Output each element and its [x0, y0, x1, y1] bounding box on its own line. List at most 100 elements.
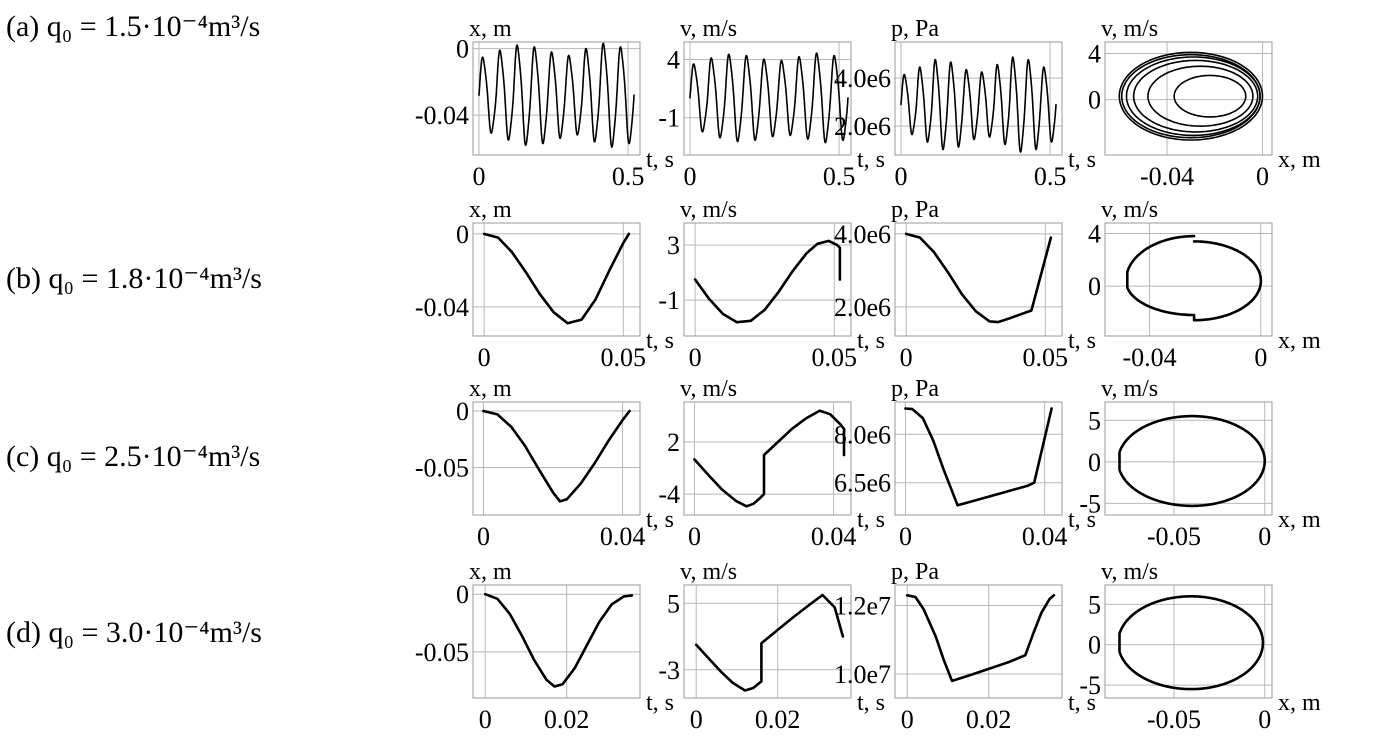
y-tick-label: 5: [1088, 590, 1101, 619]
plot-frame: [472, 41, 641, 156]
panel-r3-c0: 0 -0.05 0 0.02 x, m t, s: [415, 559, 674, 734]
y-tick-label: 0: [1088, 631, 1101, 660]
y-axis-label: x, m: [469, 197, 512, 223]
x-tick-label: 0: [1258, 705, 1271, 734]
x-tick-label: -0.05: [1147, 522, 1201, 551]
x-axis-label: t, s: [646, 690, 674, 716]
x-tick-label: 0.05: [812, 343, 858, 372]
x-tick-label: 0.05: [1023, 343, 1069, 372]
series-line: [693, 239, 842, 324]
panel-r3-c1: 5 -3 0 0.02 v, m/s t, s: [658, 559, 885, 734]
series-line: [689, 52, 849, 144]
y-tick-label: 0: [456, 580, 469, 609]
grid: [1105, 42, 1272, 155]
plot-frame: [1104, 222, 1273, 337]
x-tick-label: 0.05: [601, 343, 647, 372]
y-tick-label: 2.0e6: [834, 112, 891, 141]
plot-frame: [683, 584, 852, 699]
series-line: [1173, 74, 1247, 118]
x-tick-label: 0.02: [544, 705, 590, 734]
series-line: [1118, 595, 1265, 691]
x-axis-label: t, s: [1068, 147, 1096, 173]
series-line: [483, 592, 634, 688]
x-tick-label: -0.04: [1140, 162, 1194, 191]
grid: [1105, 402, 1272, 515]
panel-r1-c2: 4.0e6 2.0e6 0 0.05 p, Pa t, s: [834, 197, 1096, 372]
panel-r2-c2: 8.0e6 6.5e6 0 0.04 p, Pa t, s: [834, 376, 1096, 551]
y-tick-label: 0: [1088, 86, 1101, 115]
x-axis-label: t, s: [857, 507, 885, 533]
y-tick-label: -1: [658, 286, 680, 315]
y-axis-label: v, m/s: [680, 376, 737, 402]
panel-r2-c1: 2 -4 0 0.04 v, m/s t, s: [658, 376, 885, 551]
x-tick-label: 0.02: [966, 705, 1012, 734]
x-axis-label: t, s: [1068, 507, 1096, 533]
x-tick-label: 0: [688, 522, 701, 551]
y-tick-label: 0: [456, 397, 469, 426]
row-label-c: (c) q₀ = 2.5·10⁻⁴m³/s: [6, 440, 260, 473]
series-line: [1132, 59, 1259, 133]
y-tick-label: 4.0e6: [834, 64, 891, 93]
x-tick-label: 0: [478, 343, 491, 372]
row-label-b: (b) q₀ = 1.8·10⁻⁴m³/s: [6, 262, 262, 295]
grid: [895, 402, 1062, 515]
x-axis-label: x, m: [1278, 690, 1321, 716]
y-axis-label: v, m/s: [1101, 376, 1158, 402]
y-axis-label: v, m/s: [1101, 559, 1158, 585]
series-line: [1147, 65, 1254, 127]
y-tick-label: 4: [1088, 220, 1101, 249]
x-tick-label: 0.04: [1022, 522, 1068, 551]
plot-frame: [683, 401, 852, 516]
grid: [895, 585, 1062, 698]
grid: [473, 223, 640, 336]
x-tick-label: 0.02: [755, 705, 801, 734]
y-tick-label: -5: [1079, 671, 1101, 700]
x-tick-label: 0: [690, 705, 703, 734]
series-line: [478, 42, 635, 148]
row-label-a: (a) q₀ = 1.5·10⁻⁴m³/s: [6, 10, 260, 43]
plot-frame: [1104, 584, 1273, 699]
y-axis-label: x, m: [469, 559, 512, 585]
y-tick-label: 2.0e6: [834, 293, 891, 322]
series-line: [1118, 414, 1266, 508]
y-tick-label: 8.0e6: [834, 420, 891, 449]
plot-frame: [683, 222, 852, 337]
x-axis-label: t, s: [646, 507, 674, 533]
plot-frame: [894, 401, 1063, 516]
x-tick-label: 0.04: [600, 522, 646, 551]
plot-frame: [683, 41, 852, 156]
panel-r1-c0: 0 -0.04 0 0.05 x, m t, s: [415, 197, 674, 372]
grid: [1105, 223, 1272, 336]
x-tick-label: 0: [472, 162, 485, 191]
x-tick-label: 0.5: [1034, 162, 1067, 191]
series-line: [1126, 234, 1263, 322]
series-line: [482, 409, 631, 503]
x-axis-label: t, s: [857, 328, 885, 354]
series-line: [1125, 56, 1261, 137]
y-axis-label: v, m/s: [1101, 16, 1158, 42]
y-axis-label: x, m: [469, 376, 512, 402]
x-axis-label: x, m: [1278, 507, 1321, 533]
grid: [1105, 585, 1272, 698]
x-tick-label: 0: [894, 162, 907, 191]
series-line: [694, 593, 845, 692]
row-label-d: (d) q₀ = 3.0·10⁻⁴m³/s: [6, 616, 262, 649]
x-tick-label: 0: [901, 705, 914, 734]
x-axis-label: x, m: [1278, 328, 1321, 354]
y-axis-label: p, Pa: [891, 197, 939, 223]
grid: [684, 585, 851, 698]
y-axis-label: v, m/s: [1101, 197, 1158, 223]
panel-r0-c0: 0 -0.04 0 0.5 x, m t, s: [415, 16, 674, 191]
series-line: [693, 409, 846, 508]
y-tick-label: 3: [667, 231, 680, 260]
panel-r0-c1: 4 -10 0.5 v, m/s t, s: [658, 16, 885, 191]
y-axis-label: v, m/s: [680, 16, 737, 42]
panel-r0-c3: 4 0 -0.04 0 v, m/s x, m: [1088, 16, 1321, 191]
x-tick-label: 0: [1258, 522, 1271, 551]
x-tick-label: 0: [1256, 162, 1269, 191]
plot-frame: [894, 584, 1063, 699]
series-line: [904, 232, 1053, 324]
x-tick-label: 0: [479, 705, 492, 734]
